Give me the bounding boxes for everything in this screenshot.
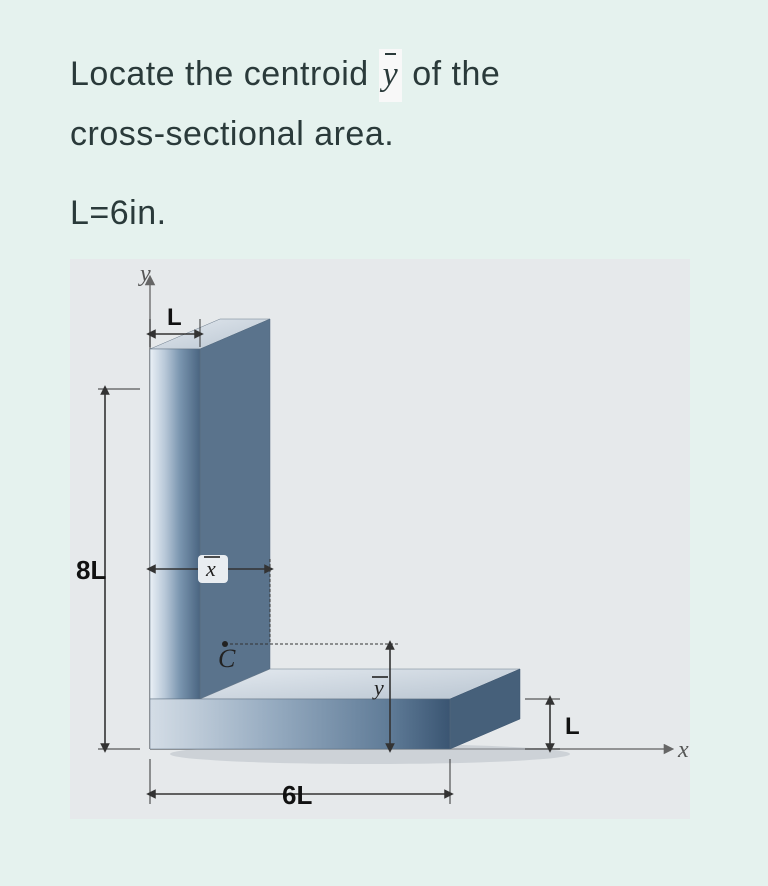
x-axis-label: x <box>677 737 689 763</box>
y-axis-label: y <box>138 261 151 287</box>
given-value: L=6in. <box>70 194 698 233</box>
centroid-label: C <box>218 644 236 673</box>
problem-line1-prefix: Locate the centroid <box>70 55 379 93</box>
problem-statement: Locate the centroid y of the cross-secti… <box>70 48 698 160</box>
dim-xbar-label: x <box>205 556 216 581</box>
dim-ybar-label: y <box>372 675 384 700</box>
vert-front-face <box>150 349 200 699</box>
dim-8L-label: 8L <box>76 555 106 585</box>
dim-L-top-label: L <box>167 304 182 331</box>
dim-6L-label: 6L <box>282 780 312 810</box>
figure-svg: x y 8L <box>70 259 690 819</box>
horiz-front-face <box>150 699 450 749</box>
ybar-symbol: y <box>379 49 403 102</box>
vert-inner-back <box>200 319 270 699</box>
problem-line1-suffix: of the <box>402 55 500 93</box>
problem-line2: cross-sectional area. <box>70 108 698 161</box>
figure: x y 8L <box>70 259 690 819</box>
dim-L-right-label: L <box>565 713 580 740</box>
